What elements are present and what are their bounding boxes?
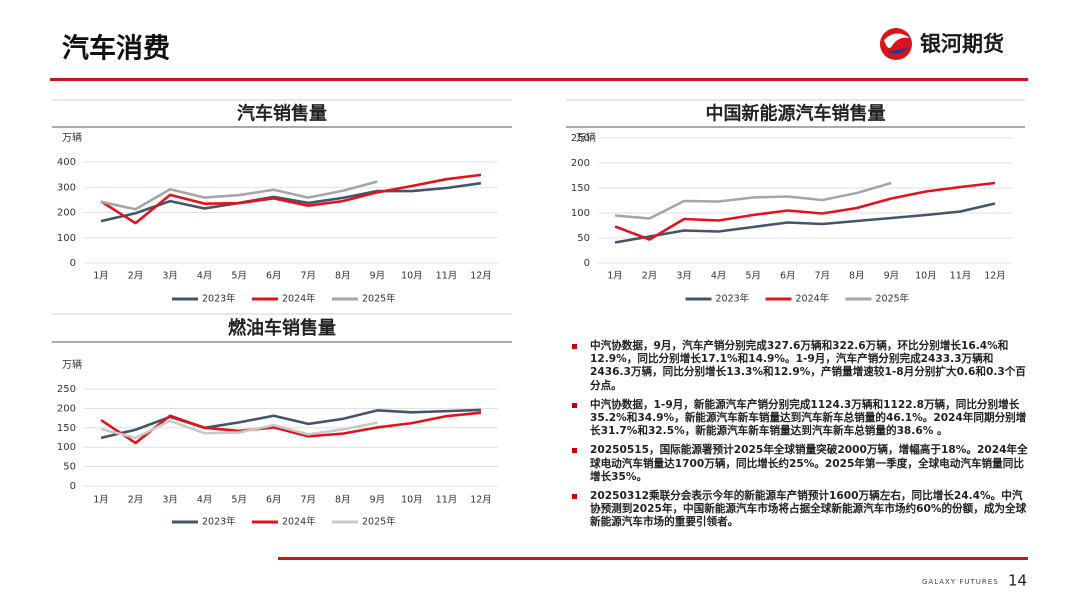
series-line	[614, 202, 996, 244]
x-tick-label: 9月	[884, 271, 900, 282]
x-tick-label: 11月	[436, 271, 458, 282]
legend-label: 2023年	[202, 293, 236, 305]
chart-title: 中国新能源汽车销售量	[706, 103, 886, 125]
header-rule	[50, 78, 1028, 81]
bullet: 中汽协数据，1-9月，新能源汽车产销分别完成1124.3万辆和1122.8万辆，…	[570, 399, 1030, 439]
legend-label: 2024年	[282, 516, 316, 528]
series-line	[100, 173, 482, 225]
series-line	[100, 181, 482, 223]
legend-label: 2024年	[282, 293, 316, 305]
bullet: 20250515，国际能源署预计2025年全球销量突破2000万辆，增幅高于18…	[570, 444, 1030, 484]
x-tick-label: 10月	[915, 271, 937, 282]
x-tick-label: 1月	[93, 271, 109, 282]
x-tick-label: 3月	[676, 271, 692, 282]
bullet: 20250312乘联分会表示今年的新能源车产销预计1600万辆左右，同比增长24…	[570, 490, 1030, 530]
series-line	[614, 181, 892, 220]
x-tick-label: 1月	[607, 271, 623, 282]
y-tick-label: 50	[63, 462, 76, 473]
x-tick-label: 9月	[370, 495, 386, 506]
x-tick-label: 8月	[335, 495, 351, 506]
x-tick-label: 5月	[231, 271, 247, 282]
y-tick-label: 100	[57, 233, 76, 244]
brand: 银河期货	[920, 32, 1004, 56]
y-tick-label: 250	[57, 384, 76, 395]
x-tick-label: 1月	[93, 495, 109, 506]
footer-rule	[278, 557, 1028, 560]
page-title: 汽车消费	[62, 33, 170, 65]
x-tick-label: 10月	[401, 495, 423, 506]
legend-label: 2023年	[202, 516, 236, 528]
x-tick-label: 11月	[950, 271, 972, 282]
page-number: 14	[1008, 572, 1027, 590]
chart-title: 燃油车销售量	[228, 317, 336, 339]
y-tick-label: 300	[57, 182, 76, 193]
y-tick-label: 200	[57, 403, 76, 414]
series-line	[100, 180, 378, 211]
chart-title: 汽车销售量	[237, 103, 327, 125]
y-tick-label: 0	[70, 481, 76, 492]
x-tick-label: 9月	[370, 271, 386, 282]
legend-label: 2025年	[362, 516, 396, 528]
legend-label: 2023年	[716, 293, 750, 305]
x-tick-label: 12月	[984, 271, 1006, 282]
x-tick-label: 7月	[300, 271, 316, 282]
unit-label: 万辆	[576, 131, 596, 144]
x-tick-label: 12月	[470, 271, 492, 282]
legend-label: 2025年	[362, 293, 396, 305]
y-tick-label: 400	[57, 157, 76, 168]
logo	[880, 28, 912, 60]
legend-label: 2025年	[876, 293, 910, 305]
y-tick-label: 100	[57, 442, 76, 453]
y-tick-label: 200	[571, 158, 590, 169]
y-tick-label: 250	[571, 133, 590, 144]
series-line	[100, 411, 482, 445]
y-tick-label: 50	[577, 233, 590, 244]
unit-label: 万辆	[62, 358, 82, 371]
x-tick-label: 2月	[128, 271, 144, 282]
x-tick-label: 4月	[197, 495, 213, 506]
x-tick-label: 10月	[401, 271, 423, 282]
bullet-list: 中汽协数据，9月，汽车产销分别完成327.6万辆和322.6万辆，环比分别增长1…	[570, 340, 1030, 536]
y-tick-label: 200	[57, 208, 76, 219]
x-tick-label: 4月	[197, 271, 213, 282]
x-tick-label: 3月	[162, 495, 178, 506]
x-tick-label: 12月	[470, 495, 492, 506]
x-tick-label: 3月	[162, 271, 178, 282]
x-tick-label: 8月	[849, 271, 865, 282]
y-tick-label: 150	[57, 423, 76, 434]
bullet: 中汽协数据，9月，汽车产销分别完成327.6万辆和322.6万辆，环比分别增长1…	[570, 340, 1030, 393]
x-tick-label: 11月	[436, 495, 458, 506]
x-tick-label: 7月	[814, 271, 830, 282]
y-tick-label: 100	[571, 208, 590, 219]
y-tick-label: 0	[584, 258, 590, 269]
x-tick-label: 5月	[745, 271, 761, 282]
series-line	[100, 419, 378, 440]
x-tick-label: 6月	[266, 495, 282, 506]
x-tick-label: 6月	[780, 271, 796, 282]
x-tick-label: 2月	[642, 271, 658, 282]
x-tick-label: 2月	[128, 495, 144, 506]
series-line	[614, 181, 996, 241]
x-tick-label: 8月	[335, 271, 351, 282]
x-tick-label: 4月	[711, 271, 727, 282]
footer-brand: GALAXY FUTURES	[922, 578, 999, 586]
x-tick-label: 7月	[300, 495, 316, 506]
unit-label: 万辆	[62, 131, 82, 144]
y-tick-label: 150	[571, 183, 590, 194]
x-tick-label: 5月	[231, 495, 247, 506]
legend-label: 2024年	[796, 293, 830, 305]
y-tick-label: 0	[70, 258, 76, 269]
x-tick-label: 6月	[266, 271, 282, 282]
